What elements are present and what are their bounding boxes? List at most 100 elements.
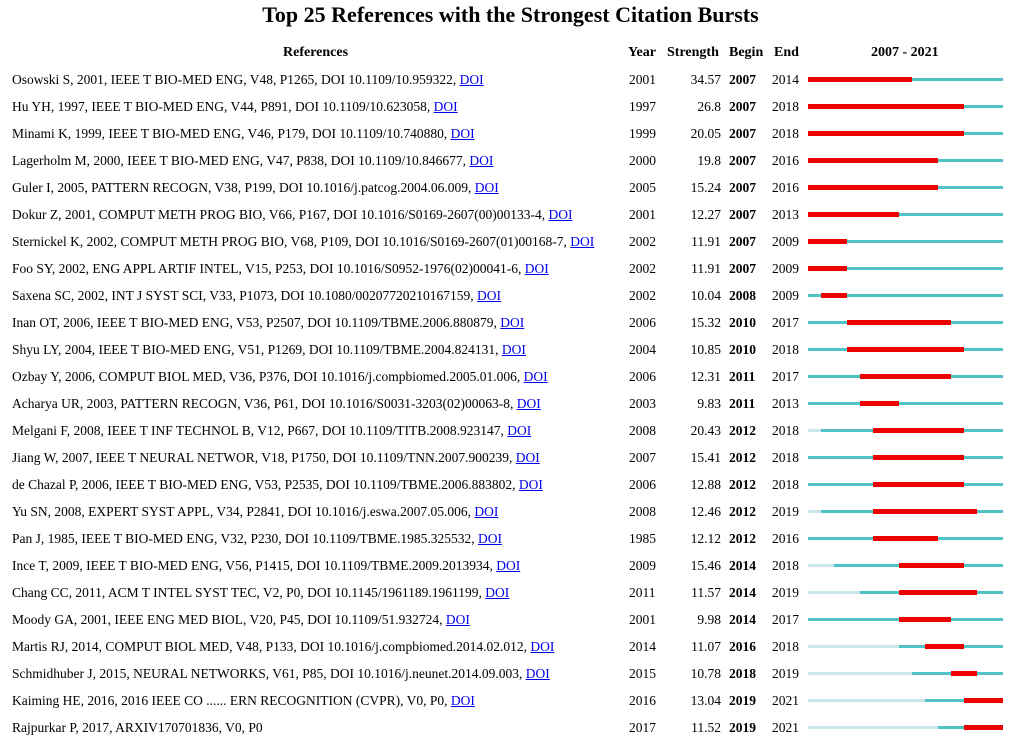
end-cell: 2019: [772, 585, 799, 600]
doi-link[interactable]: DOI: [445, 612, 470, 627]
reference-text: Saxena SC, 2002, INT J SYST SCI, V33, P1…: [12, 288, 478, 303]
strength-cell: 15.24: [690, 180, 721, 195]
reference-text: Sternickel K, 2002, COMPUT METH PROG BIO…: [12, 234, 571, 249]
strength-cell: 12.31: [690, 369, 721, 384]
table-row: Chang CC, 2011, ACM T INTEL SYST TEC, V2…: [0, 579, 1021, 606]
doi-link[interactable]: DOI: [548, 207, 573, 222]
doi-link[interactable]: DOI: [474, 180, 499, 195]
reference-text: Osowski S, 2001, IEEE T BIO-MED ENG, V48…: [12, 72, 460, 87]
reference-text: Melgani F, 2008, IEEE T INF TECHNOL B, V…: [12, 423, 508, 438]
header-end: End: [774, 45, 799, 60]
table-row: Kaiming HE, 2016, 2016 IEEE CO ...... ER…: [0, 687, 1021, 714]
end-cell: 2013: [772, 396, 799, 411]
begin-cell: 2007: [729, 153, 756, 168]
reference-cell: Melgani F, 2008, IEEE T INF TECHNOL B, V…: [12, 417, 531, 444]
doi-link[interactable]: DOI: [525, 666, 550, 681]
doi-link[interactable]: DOI: [485, 585, 510, 600]
year-cell: 2008: [629, 423, 656, 438]
reference-cell: Martis RJ, 2014, COMPUT BIOL MED, V48, P…: [12, 633, 554, 660]
reference-cell: Lagerholm M, 2000, IEEE T BIO-MED ENG, V…: [12, 147, 493, 174]
reference-cell: Rajpurkar P, 2017, ARXIV170701836, V0, P…: [12, 714, 263, 741]
end-cell: 2017: [772, 315, 799, 330]
reference-text: Dokur Z, 2001, COMPUT METH PROG BIO, V66…: [12, 207, 549, 222]
table-row: Ozbay Y, 2006, COMPUT BIOL MED, V36, P37…: [0, 363, 1021, 390]
doi-link[interactable]: DOI: [433, 99, 458, 114]
end-cell: 2013: [772, 207, 799, 222]
header-strength: Strength: [667, 45, 719, 60]
doi-link[interactable]: DOI: [518, 477, 543, 492]
table-row: Osowski S, 2001, IEEE T BIO-MED ENG, V48…: [0, 66, 1021, 93]
begin-cell: 2007: [729, 261, 756, 276]
reference-cell: Jiang W, 2007, IEEE T NEURAL NETWOR, V18…: [12, 444, 540, 471]
year-cell: 2006: [629, 369, 656, 384]
reference-cell: Chang CC, 2011, ACM T INTEL SYST TEC, V2…: [12, 579, 509, 606]
begin-cell: 2012: [729, 450, 756, 465]
end-cell: 2018: [772, 450, 799, 465]
doi-link[interactable]: DOI: [477, 288, 502, 303]
doi-link[interactable]: DOI: [500, 315, 525, 330]
reference-text: Ozbay Y, 2006, COMPUT BIOL MED, V36, P37…: [12, 369, 524, 384]
year-cell: 1997: [629, 99, 656, 114]
reference-text: Foo SY, 2002, ENG APPL ARTIF INTEL, V15,…: [12, 261, 525, 276]
end-cell: 2017: [772, 612, 799, 627]
reference-text: Lagerholm M, 2000, IEEE T BIO-MED ENG, V…: [12, 153, 470, 168]
doi-link[interactable]: DOI: [450, 126, 475, 141]
year-cell: 1999: [629, 126, 656, 141]
doi-link[interactable]: DOI: [570, 234, 595, 249]
year-cell: 2007: [629, 450, 656, 465]
reference-cell: Acharya UR, 2003, PATTERN RECOGN, V36, P…: [12, 390, 541, 417]
begin-cell: 2014: [729, 612, 756, 627]
doi-link[interactable]: DOI: [507, 423, 532, 438]
end-cell: 2018: [772, 639, 799, 654]
doi-link[interactable]: DOI: [530, 639, 555, 654]
doi-link[interactable]: DOI: [523, 369, 548, 384]
doi-link[interactable]: DOI: [516, 396, 541, 411]
reference-text: Shyu LY, 2004, IEEE T BIO-MED ENG, V51, …: [12, 342, 502, 357]
doi-link[interactable]: DOI: [450, 693, 475, 708]
header-references: References: [283, 45, 349, 60]
begin-cell: 2019: [729, 720, 756, 735]
table-row: Hu YH, 1997, IEEE T BIO-MED ENG, V44, P8…: [0, 93, 1021, 120]
reference-text: Chang CC, 2011, ACM T INTEL SYST TEC, V2…: [12, 585, 486, 600]
reference-text: Martis RJ, 2014, COMPUT BIOL MED, V48, P…: [12, 639, 531, 654]
year-cell: 1985: [629, 531, 656, 546]
doi-link[interactable]: DOI: [474, 504, 499, 519]
year-cell: 2002: [629, 261, 656, 276]
end-cell: 2018: [772, 477, 799, 492]
doi-link[interactable]: DOI: [524, 261, 549, 276]
reference-cell: Hu YH, 1997, IEEE T BIO-MED ENG, V44, P8…: [12, 93, 458, 120]
begin-cell: 2012: [729, 531, 756, 546]
table-row: Jiang W, 2007, IEEE T NEURAL NETWOR, V18…: [0, 444, 1021, 471]
doi-link[interactable]: DOI: [496, 558, 521, 573]
doi-link[interactable]: DOI: [515, 450, 540, 465]
begin-cell: 2016: [729, 639, 756, 654]
year-cell: 2017: [629, 720, 656, 735]
header-year: Year: [628, 45, 656, 60]
begin-cell: 2010: [729, 315, 756, 330]
end-cell: 2018: [772, 558, 799, 573]
table-row: Pan J, 1985, IEEE T BIO-MED ENG, V32, P2…: [0, 525, 1021, 552]
begin-cell: 2007: [729, 99, 756, 114]
year-cell: 2016: [629, 693, 656, 708]
reference-cell: Guler I, 2005, PATTERN RECOGN, V38, P199…: [12, 174, 499, 201]
table-row: Guler I, 2005, PATTERN RECOGN, V38, P199…: [0, 174, 1021, 201]
doi-link[interactable]: DOI: [478, 531, 502, 546]
doi-link[interactable]: DOI: [459, 72, 484, 87]
end-cell: 2018: [772, 342, 799, 357]
reference-text: Ince T, 2009, IEEE T BIO-MED ENG, V56, P…: [12, 558, 497, 573]
year-cell: 2005: [629, 180, 656, 195]
table-row: Minami K, 1999, IEEE T BIO-MED ENG, V46,…: [0, 120, 1021, 147]
strength-cell: 10.04: [690, 288, 721, 303]
reference-cell: Yu SN, 2008, EXPERT SYST APPL, V34, P284…: [12, 498, 498, 525]
doi-link[interactable]: DOI: [501, 342, 526, 357]
year-cell: 2009: [629, 558, 656, 573]
begin-cell: 2007: [729, 126, 756, 141]
reference-text: Moody GA, 2001, IEEE ENG MED BIOL, V20, …: [12, 612, 446, 627]
end-cell: 2018: [772, 126, 799, 141]
year-cell: 2014: [629, 639, 656, 654]
doi-link[interactable]: DOI: [469, 153, 494, 168]
reference-text: Kaiming HE, 2016, 2016 IEEE CO ...... ER…: [12, 693, 451, 708]
table-row: Rajpurkar P, 2017, ARXIV170701836, V0, P…: [0, 714, 1021, 741]
table-row: Inan OT, 2006, IEEE T BIO-MED ENG, V53, …: [0, 309, 1021, 336]
